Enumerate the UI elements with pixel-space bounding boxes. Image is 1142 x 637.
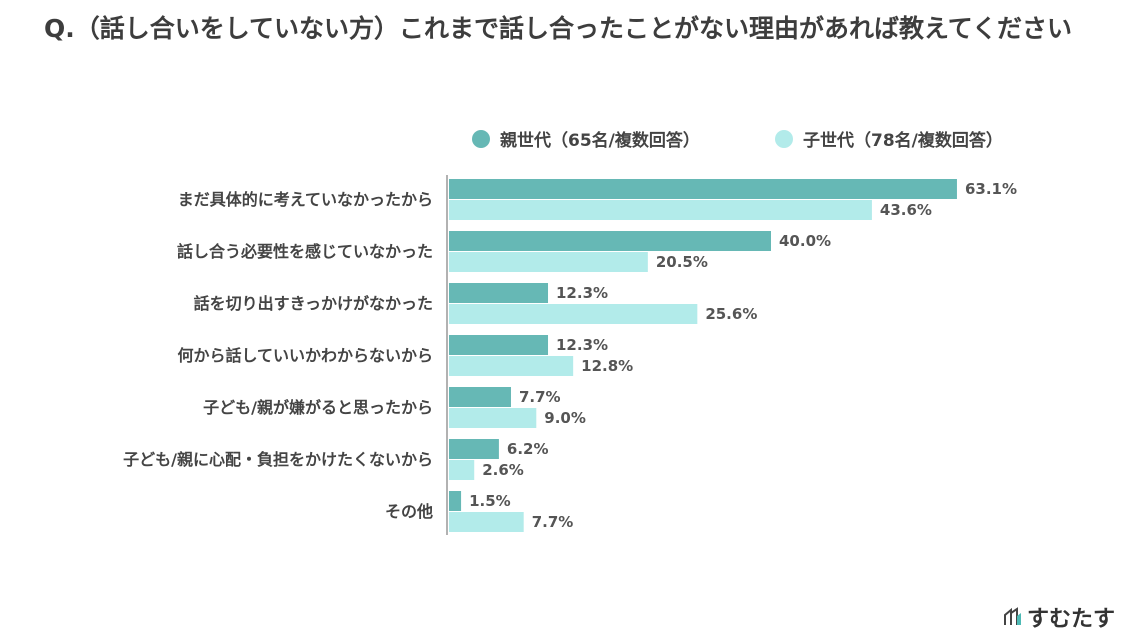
data-label: 40.0% [779, 232, 831, 250]
category-label: 子ども/親に心配・負担をかけたくないから [123, 450, 433, 469]
data-label: 12.3% [556, 284, 608, 302]
data-label: 7.7% [519, 388, 561, 406]
data-label: 20.5% [656, 253, 708, 271]
logo-house-icon [1004, 607, 1021, 625]
data-label: 25.6% [705, 305, 757, 323]
bar-parent [449, 439, 499, 459]
data-label: 12.8% [581, 357, 633, 375]
data-label: 9.0% [544, 409, 586, 427]
legend-label: 子世代（78名/複数回答） [803, 131, 1003, 151]
bar-child [449, 408, 537, 428]
legend-item-child: 子世代（78名/複数回答） [775, 126, 1003, 151]
data-label: 7.7% [532, 513, 574, 531]
legend-item-parent: 親世代（65名/複数回答） [472, 126, 700, 151]
bar-parent [449, 491, 462, 511]
legend-dot-icon [472, 129, 490, 148]
data-label: 43.6% [880, 201, 932, 219]
bar-child [449, 304, 698, 324]
category-label: まだ具体的に考えていなかったから [178, 190, 433, 209]
data-label: 6.2% [507, 440, 549, 458]
bar-parent [449, 283, 549, 303]
bar-parent [449, 179, 957, 199]
category-label: 何から話していいかわからないから [177, 346, 433, 365]
data-label: 63.1% [965, 180, 1017, 198]
bar-child [449, 200, 872, 220]
legend-label: 親世代（65名/複数回答） [500, 131, 700, 151]
chart-title: Q.（話し合いをしていない方）これまで話し合ったことがない理由があれば教えてくだ… [44, 14, 1073, 43]
logo-text: すむたす [1027, 607, 1116, 632]
bar-child [449, 252, 648, 272]
bar-child [449, 460, 475, 480]
bar-parent [449, 387, 511, 407]
bar-child [449, 356, 574, 376]
category-label: 話を切り出すきっかけがなかった [194, 294, 433, 313]
data-label: 2.6% [482, 461, 524, 479]
bar-parent [449, 335, 549, 355]
legend-dot-icon [775, 129, 793, 148]
data-label: 1.5% [469, 492, 511, 510]
logo: すむたす [1003, 601, 1115, 633]
data-label: 12.3% [556, 336, 608, 354]
category-label: その他 [385, 502, 433, 521]
category-label: 話し合う必要性を感じていなかった [177, 242, 433, 261]
bar-child [449, 512, 524, 532]
bar-parent [449, 231, 771, 251]
category-label: 子ども/親が嫌がると思ったから [203, 398, 433, 417]
